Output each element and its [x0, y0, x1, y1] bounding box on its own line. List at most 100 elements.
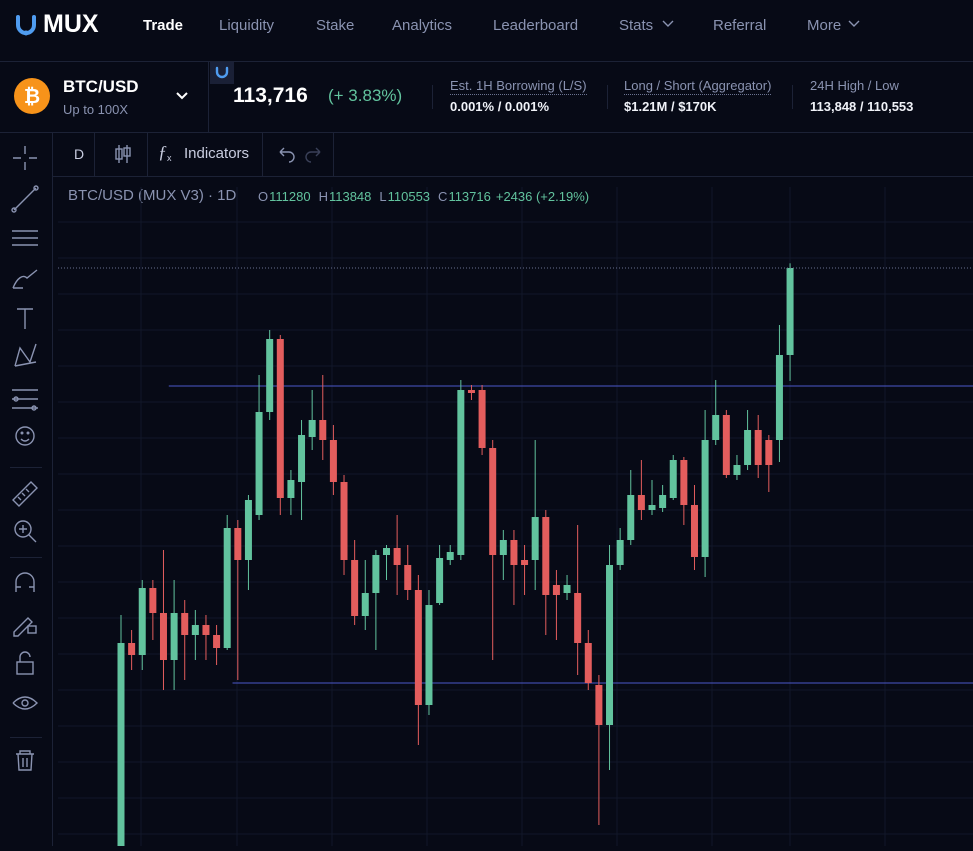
- stat-value: 113,848 / 110,553: [810, 99, 914, 114]
- nav-item[interactable]: Trade: [143, 17, 184, 34]
- pair[interactable]: BTC/USD: [63, 77, 139, 96]
- candle-body: [765, 440, 773, 465]
- fx-icon: x: [167, 153, 172, 163]
- nav-item[interactable]: Referral: [713, 17, 767, 34]
- drawing-toolbar: [0, 133, 53, 846]
- candle-body: [266, 339, 274, 412]
- candle-body: [404, 565, 412, 590]
- candle-body: [234, 528, 242, 560]
- candle-type-icon[interactable]: [114, 143, 132, 165]
- candle-body: [117, 643, 125, 846]
- candle-body: [552, 585, 560, 595]
- chevron[interactable]: [175, 91, 189, 101]
- nav-item[interactable]: Stake: [316, 17, 355, 34]
- nav-item[interactable]: Liquidity: [219, 17, 275, 34]
- candle-body: [446, 552, 454, 560]
- svg-text:₿: ₿: [24, 86, 40, 108]
- candle-body: [276, 339, 284, 498]
- candle-body: [425, 605, 433, 705]
- price-change: (+ 3.83%): [328, 86, 403, 105]
- btc-icon: ₿: [14, 78, 50, 114]
- candle-body: [298, 435, 306, 482]
- candle-body: [680, 460, 688, 505]
- chevron: [848, 20, 860, 27]
- candle-body: [202, 625, 210, 635]
- candle-body: [467, 390, 475, 393]
- candle-body: [616, 540, 624, 565]
- candle-body: [627, 495, 635, 540]
- logo[interactable]: MUX: [43, 10, 99, 38]
- nav-item[interactable]: Stats: [619, 17, 654, 34]
- candle-body: [754, 430, 762, 465]
- candle-body: [701, 440, 709, 557]
- candle-body: [244, 500, 252, 560]
- stat-value: $1.21M / $170K: [624, 99, 717, 114]
- candle-body: [489, 448, 497, 555]
- legend-value: 113716: [448, 189, 490, 204]
- candle-body: [255, 412, 263, 515]
- candle-body: [181, 613, 189, 635]
- candle-body: [637, 495, 645, 510]
- candle-body: [319, 420, 327, 440]
- candle-body: [436, 558, 444, 603]
- chart-toolbar: D ƒ x Indicators: [52, 133, 973, 177]
- chart-title: BTC/USD (MUX V3) · 1D: [68, 187, 237, 204]
- candle-body: [329, 440, 337, 482]
- candle-body: [223, 528, 231, 648]
- candle-body: [287, 480, 295, 498]
- candle-body: [648, 505, 656, 510]
- candle-body: [690, 505, 698, 557]
- mux-badge: [210, 62, 234, 84]
- stat-label: Est. 1H Borrowing (L/S): [450, 78, 587, 95]
- candle-body: [170, 613, 178, 660]
- candle-body: [361, 593, 369, 616]
- nav-item[interactable]: Leaderboard: [493, 17, 579, 34]
- candle-body: [308, 420, 316, 437]
- legend-label: H: [319, 189, 328, 204]
- candle-body: [159, 613, 167, 660]
- legend-value: 110553: [388, 189, 430, 204]
- candle-body: [712, 415, 720, 440]
- tool-icons[interactable]: [0, 133, 52, 846]
- interval[interactable]: D: [74, 146, 85, 162]
- candle-body: [191, 625, 199, 635]
- candle-body: [584, 643, 592, 683]
- candle-body: [744, 430, 752, 465]
- stat-label: Long / Short (Aggregator): [624, 78, 772, 95]
- candle-body: [478, 390, 486, 448]
- stat-value: 0.001% / 0.001%: [450, 99, 550, 114]
- nav-item[interactable]: More: [807, 17, 842, 34]
- candle-body: [351, 560, 359, 616]
- legend-change: +2436 (+2.19%): [496, 189, 589, 204]
- candle-body: [542, 517, 550, 595]
- candle-body: [213, 635, 221, 648]
- candle-body: [722, 415, 730, 475]
- candle-body: [786, 268, 794, 355]
- undo-redo[interactable]: [276, 145, 336, 165]
- candle-body: [138, 588, 146, 655]
- candle-body: [574, 593, 582, 643]
- candle-body: [563, 585, 571, 593]
- indicators-button[interactable]: Indicators: [184, 145, 250, 162]
- price: 113,716: [233, 84, 308, 107]
- leverage: Up to 100X: [63, 102, 129, 117]
- logo-icon: [16, 15, 36, 36]
- candle-body: [659, 495, 667, 508]
- fx-icon: ƒ: [158, 142, 167, 162]
- candle-body: [149, 588, 157, 613]
- candle-body: [383, 548, 390, 555]
- candle-body: [521, 560, 529, 565]
- candle-body: [340, 482, 348, 560]
- stat-label: 24H High / Low: [810, 78, 899, 93]
- chevron: [662, 20, 674, 27]
- legend-value: 113848: [329, 189, 371, 204]
- candle-body: [595, 685, 603, 725]
- candle-body: [510, 540, 518, 565]
- candle-body: [457, 390, 465, 555]
- candle-body: [128, 643, 136, 655]
- legend-label: O: [258, 189, 268, 204]
- candle-body: [372, 555, 380, 593]
- nav-item[interactable]: Analytics: [392, 17, 453, 34]
